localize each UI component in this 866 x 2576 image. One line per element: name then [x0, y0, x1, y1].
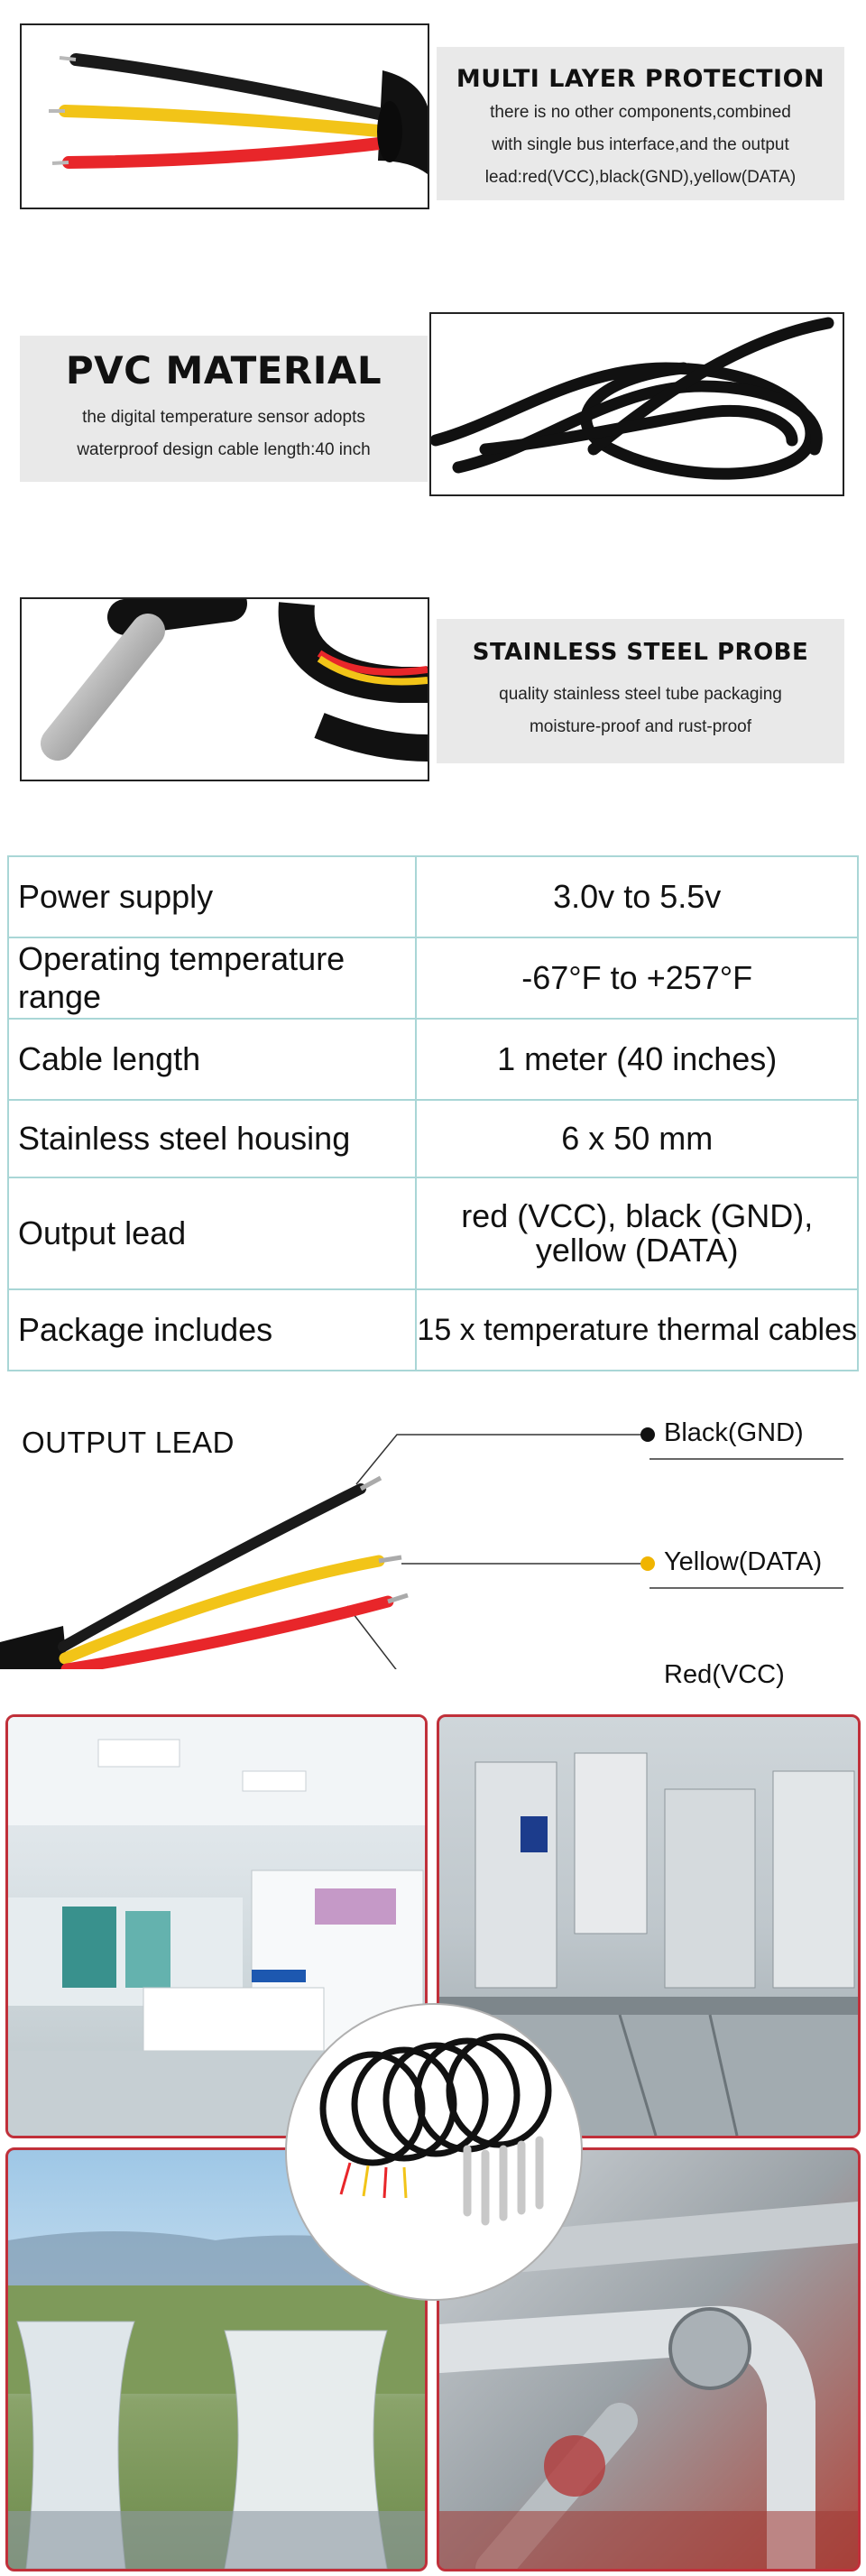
pvc-panel: PVC MATERIAL the digital temperature sen…: [20, 336, 428, 482]
table-row: Operating temperature range -67°F to +25…: [6, 937, 859, 1020]
spec-table: Power supply 3.0v to 5.5v Operating temp…: [6, 855, 859, 1371]
spec-label: Power supply: [6, 855, 418, 938]
spec-label: Stainless steel housing: [6, 1099, 418, 1178]
spec-label: Cable length: [6, 1018, 418, 1101]
spec-value: 3.0v to 5.5v: [415, 855, 859, 938]
spec-value: red (VCC), black (GND), yellow (DATA): [415, 1177, 859, 1290]
multi-layer-title: MULTI LAYER PROTECTION: [456, 65, 825, 93]
cable-wires-image: [20, 23, 429, 209]
spec-label: Package includes: [6, 1288, 418, 1371]
multi-layer-desc-2: with single bus interface,and the output: [492, 135, 789, 154]
label-red-vcc: Red(VCC): [664, 1660, 785, 1689]
table-row: Cable length 1 meter (40 inches): [6, 1018, 859, 1101]
table-row: Output lead red (VCC), black (GND), yell…: [6, 1177, 859, 1290]
power-plant-photo: [5, 2147, 428, 2571]
brewery-illustration: [439, 1752, 858, 2136]
probe-illustration: [41, 599, 428, 762]
laboratory-photo: [5, 1714, 428, 2138]
brewery-photo: [437, 1714, 861, 2138]
output-lead-title: OUTPUT LEAD: [22, 1426, 235, 1459]
cables-center-circle: [285, 2003, 583, 2301]
label-yellow-data: Yellow(DATA): [664, 1547, 823, 1576]
coiled-cables-illustration: [319, 2033, 552, 2226]
probe-title: STAINLESS STEEL PROBE: [472, 639, 809, 666]
spec-value: 15 x temperature thermal cables: [415, 1288, 859, 1371]
probe-desc-2: moisture-proof and rust-proof: [529, 717, 752, 736]
power-plant-illustration: [8, 2231, 425, 2569]
multi-layer-desc-1: there is no other components,combined: [490, 103, 791, 122]
laboratory-illustration: [8, 1717, 425, 2136]
spec-label: Operating temperature range: [6, 937, 418, 1020]
spec-value: -67°F to +257°F: [415, 937, 859, 1020]
pvc-desc-1: the digital temperature sensor adopts: [82, 408, 365, 427]
probe-desc-1: quality stainless steel tube packaging: [499, 685, 782, 704]
pipes-illustration: [439, 2202, 858, 2569]
cable-wires-illustration: [49, 53, 428, 174]
table-row: Package includes 15 x temperature therma…: [6, 1288, 859, 1371]
coiled-cable-illustration: [431, 317, 834, 480]
multi-layer-panel: MULTI LAYER PROTECTION there is no other…: [437, 47, 844, 200]
probe-image: [20, 597, 429, 781]
coiled-cable-image: [429, 312, 844, 496]
spec-label: Output lead: [6, 1177, 418, 1290]
spec-value: 1 meter (40 inches): [415, 1018, 859, 1101]
multi-layer-desc-3: lead:red(VCC),black(GND),yellow(DATA): [484, 168, 797, 187]
black-dot: [640, 1427, 655, 1442]
table-row: Stainless steel housing 6 x 50 mm: [6, 1099, 859, 1178]
pvc-title: PVC MATERIAL: [65, 348, 382, 392]
output-lead-diagram: [0, 1427, 843, 1669]
table-row: Power supply 3.0v to 5.5v: [6, 855, 859, 938]
pvc-desc-2: waterproof design cable length:40 inch: [77, 440, 371, 459]
spec-value: 6 x 50 mm: [415, 1099, 859, 1178]
yellow-dot: [640, 1556, 655, 1571]
label-black-gnd: Black(GND): [664, 1418, 804, 1447]
probe-panel: STAINLESS STEEL PROBE quality stainless …: [437, 619, 844, 763]
